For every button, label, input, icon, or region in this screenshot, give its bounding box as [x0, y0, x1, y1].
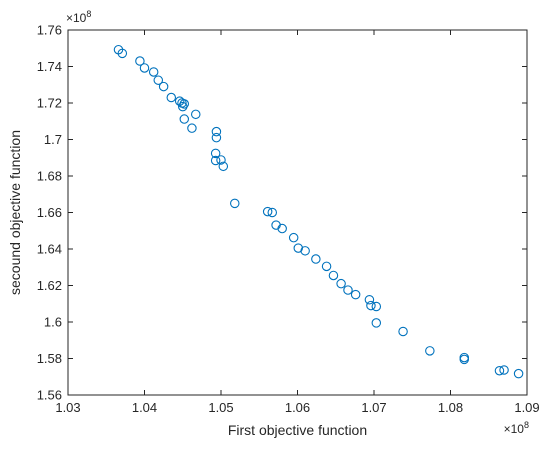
data-point [459, 354, 470, 365]
data-point [158, 81, 169, 92]
y-tick-label: 1.76 [37, 23, 62, 38]
data-point [187, 123, 197, 133]
data-point [371, 318, 382, 328]
data-point [336, 278, 346, 289]
y-tick-label: 1.58 [37, 351, 62, 366]
data-point [425, 346, 435, 356]
x-axis-ticks: 1.03 1.04 1.05 1.06 1.07 1.08 1.09 [55, 30, 540, 415]
data-point [153, 75, 164, 85]
x-tick-label: 1.05 [208, 400, 233, 415]
y-axis-exponent: ×108 [66, 9, 91, 25]
data-point [277, 223, 287, 234]
x-tick-label: 1.09 [514, 400, 539, 415]
data-point [513, 368, 524, 379]
y-tick-label: 1.62 [37, 278, 62, 293]
data-point [139, 63, 150, 73]
data-point [166, 92, 177, 103]
data-point [174, 96, 185, 106]
data-point [216, 155, 226, 165]
y-tick-label: 1.56 [37, 388, 62, 403]
data-point [328, 270, 339, 281]
data-point [117, 48, 128, 59]
data-point [364, 294, 375, 305]
data-point [350, 289, 361, 300]
data-point [218, 161, 229, 172]
data-point [494, 365, 505, 376]
y-tick-label: 1.7 [44, 132, 62, 147]
y-tick-label: 1.68 [37, 169, 62, 184]
data-point [179, 114, 190, 124]
data-point [178, 101, 188, 112]
y-axis-label: secound objective function [7, 130, 23, 295]
y-tick-label: 1.72 [37, 96, 62, 111]
data-point [499, 365, 509, 375]
data-point [148, 67, 159, 77]
data-point [300, 246, 310, 256]
data-point [459, 352, 470, 363]
x-tick-label: 1.07 [361, 400, 386, 415]
data-point [179, 99, 190, 109]
x-tick-label: 1.06 [285, 400, 310, 415]
data-point [191, 109, 201, 120]
y-axis-ticks: 1.56 1.58 1.6 1.62 1.64 1.66 1.68 1.7 1.72 1.74 1.… [37, 23, 527, 403]
y-tick-label: 1.64 [37, 242, 62, 257]
data-point [366, 300, 376, 311]
data-point [398, 326, 408, 337]
data-point [311, 254, 321, 264]
data-point [211, 126, 222, 137]
x-tick-label: 1.03 [55, 400, 80, 415]
data-point [135, 56, 145, 66]
x-axis-exponent: ×108 [504, 420, 529, 436]
data-point [210, 155, 221, 166]
x-tick-label: 1.08 [438, 400, 463, 415]
data-point [211, 132, 222, 143]
data-point [210, 148, 221, 159]
data-point [262, 206, 273, 217]
x-axis-label: First objective function [228, 422, 367, 438]
data-point [321, 261, 332, 272]
data-point [343, 285, 353, 295]
y-tick-label: 1.6 [44, 315, 62, 330]
x-tick-label: 1.04 [132, 400, 157, 415]
y-tick-label: 1.74 [37, 59, 62, 74]
data-point [267, 207, 278, 218]
plot-frame [67, 29, 528, 396]
data-point [293, 243, 304, 253]
data-points [113, 44, 524, 379]
data-point [230, 198, 240, 209]
y-tick-label: 1.66 [37, 205, 62, 220]
data-point [288, 232, 299, 243]
data-point [371, 301, 382, 312]
